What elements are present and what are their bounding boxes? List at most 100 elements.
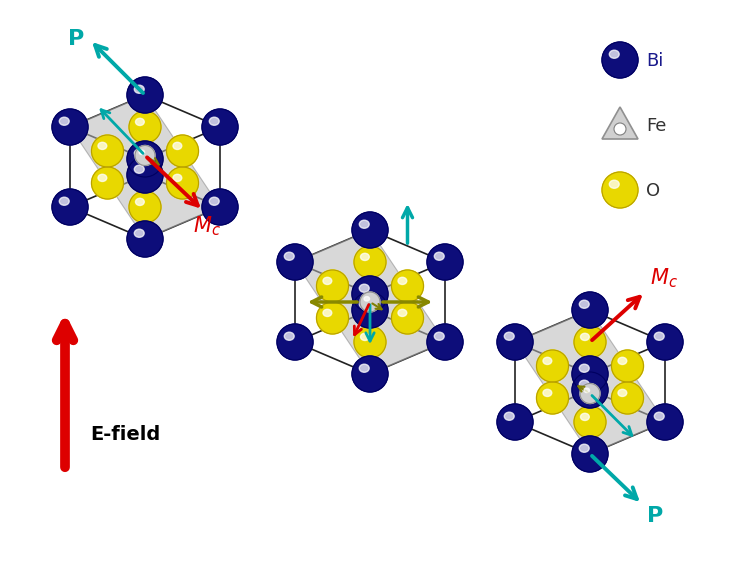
Circle shape [129, 191, 161, 223]
Text: E-field: E-field [90, 425, 160, 444]
Ellipse shape [59, 117, 69, 125]
Ellipse shape [359, 364, 369, 372]
Ellipse shape [209, 117, 219, 125]
Text: Fe: Fe [646, 117, 666, 135]
Ellipse shape [584, 388, 590, 393]
Ellipse shape [398, 277, 406, 284]
Ellipse shape [134, 149, 144, 157]
Ellipse shape [136, 118, 144, 125]
Ellipse shape [580, 413, 590, 420]
Circle shape [580, 383, 600, 404]
Circle shape [202, 189, 238, 225]
Ellipse shape [618, 357, 627, 365]
Ellipse shape [580, 333, 590, 341]
Ellipse shape [618, 389, 627, 396]
Ellipse shape [173, 174, 182, 182]
Ellipse shape [359, 220, 369, 228]
Ellipse shape [654, 332, 664, 340]
Circle shape [497, 324, 533, 360]
Circle shape [316, 302, 349, 334]
Circle shape [497, 404, 533, 440]
Text: $M_c$: $M_c$ [193, 215, 220, 238]
Ellipse shape [364, 297, 370, 301]
Circle shape [602, 172, 638, 208]
Circle shape [602, 42, 638, 78]
Polygon shape [515, 310, 665, 454]
Ellipse shape [173, 142, 182, 149]
Circle shape [352, 292, 388, 328]
Circle shape [572, 292, 608, 328]
Circle shape [127, 157, 163, 193]
Circle shape [135, 146, 155, 165]
Ellipse shape [579, 364, 590, 372]
Ellipse shape [609, 50, 619, 58]
Circle shape [316, 270, 349, 302]
Circle shape [574, 326, 606, 358]
Ellipse shape [434, 252, 444, 260]
Circle shape [127, 141, 163, 177]
Text: O: O [646, 182, 660, 200]
Ellipse shape [323, 277, 332, 284]
Circle shape [352, 356, 388, 392]
Circle shape [166, 167, 199, 199]
Ellipse shape [359, 284, 369, 292]
Ellipse shape [209, 197, 219, 205]
Circle shape [354, 246, 386, 278]
Circle shape [614, 123, 626, 135]
Circle shape [352, 276, 388, 312]
Ellipse shape [361, 333, 369, 341]
Ellipse shape [579, 380, 590, 388]
Circle shape [611, 382, 644, 414]
Ellipse shape [434, 332, 444, 340]
Circle shape [574, 406, 606, 438]
Circle shape [202, 109, 238, 145]
Circle shape [647, 404, 683, 440]
Circle shape [360, 292, 380, 312]
Ellipse shape [98, 142, 106, 149]
Circle shape [354, 326, 386, 358]
Text: Bi: Bi [646, 52, 663, 70]
Circle shape [92, 135, 124, 167]
Circle shape [127, 77, 163, 113]
Circle shape [647, 324, 683, 360]
Circle shape [572, 372, 608, 408]
Ellipse shape [609, 180, 619, 188]
Circle shape [392, 270, 424, 302]
Ellipse shape [359, 300, 369, 309]
Polygon shape [602, 107, 638, 139]
Circle shape [52, 189, 88, 225]
Ellipse shape [139, 150, 145, 155]
Ellipse shape [361, 253, 369, 260]
Circle shape [572, 436, 608, 472]
Circle shape [611, 350, 644, 382]
Circle shape [427, 324, 463, 360]
Text: P: P [647, 506, 663, 526]
Ellipse shape [59, 197, 69, 205]
Polygon shape [70, 95, 220, 239]
Ellipse shape [134, 165, 144, 173]
Polygon shape [295, 230, 445, 374]
Circle shape [536, 350, 568, 382]
Text: P: P [68, 29, 84, 49]
Ellipse shape [134, 85, 144, 93]
Ellipse shape [136, 198, 144, 206]
Circle shape [536, 382, 568, 414]
Circle shape [52, 109, 88, 145]
Circle shape [127, 221, 163, 257]
Text: $M_c$: $M_c$ [650, 266, 678, 289]
Circle shape [392, 302, 424, 334]
Ellipse shape [504, 412, 515, 420]
Ellipse shape [579, 444, 590, 452]
Ellipse shape [284, 252, 294, 260]
Ellipse shape [284, 332, 294, 340]
Circle shape [166, 135, 199, 167]
Circle shape [277, 244, 313, 280]
Ellipse shape [134, 229, 144, 237]
Ellipse shape [543, 389, 552, 396]
Circle shape [92, 167, 124, 199]
Circle shape [427, 244, 463, 280]
Ellipse shape [398, 309, 406, 316]
Ellipse shape [543, 357, 552, 365]
Circle shape [352, 212, 388, 248]
Circle shape [277, 324, 313, 360]
